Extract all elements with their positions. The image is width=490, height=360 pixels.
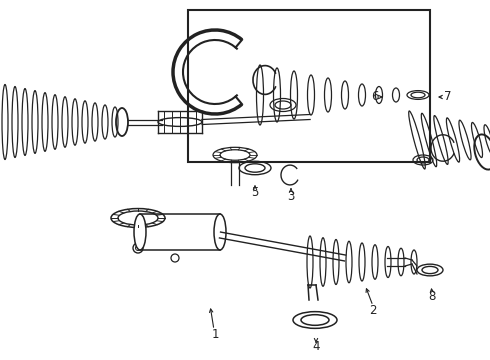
Text: 1: 1 [211, 328, 219, 342]
Text: 5: 5 [251, 185, 259, 198]
Text: 8: 8 [428, 291, 436, 303]
Ellipse shape [214, 214, 226, 250]
Text: 4: 4 [312, 339, 320, 352]
Text: 2: 2 [369, 303, 377, 316]
Text: 3: 3 [287, 189, 294, 202]
Text: 7: 7 [444, 90, 452, 104]
Ellipse shape [134, 214, 146, 250]
Text: 6: 6 [371, 90, 379, 104]
Bar [188, 10, 430, 162]
